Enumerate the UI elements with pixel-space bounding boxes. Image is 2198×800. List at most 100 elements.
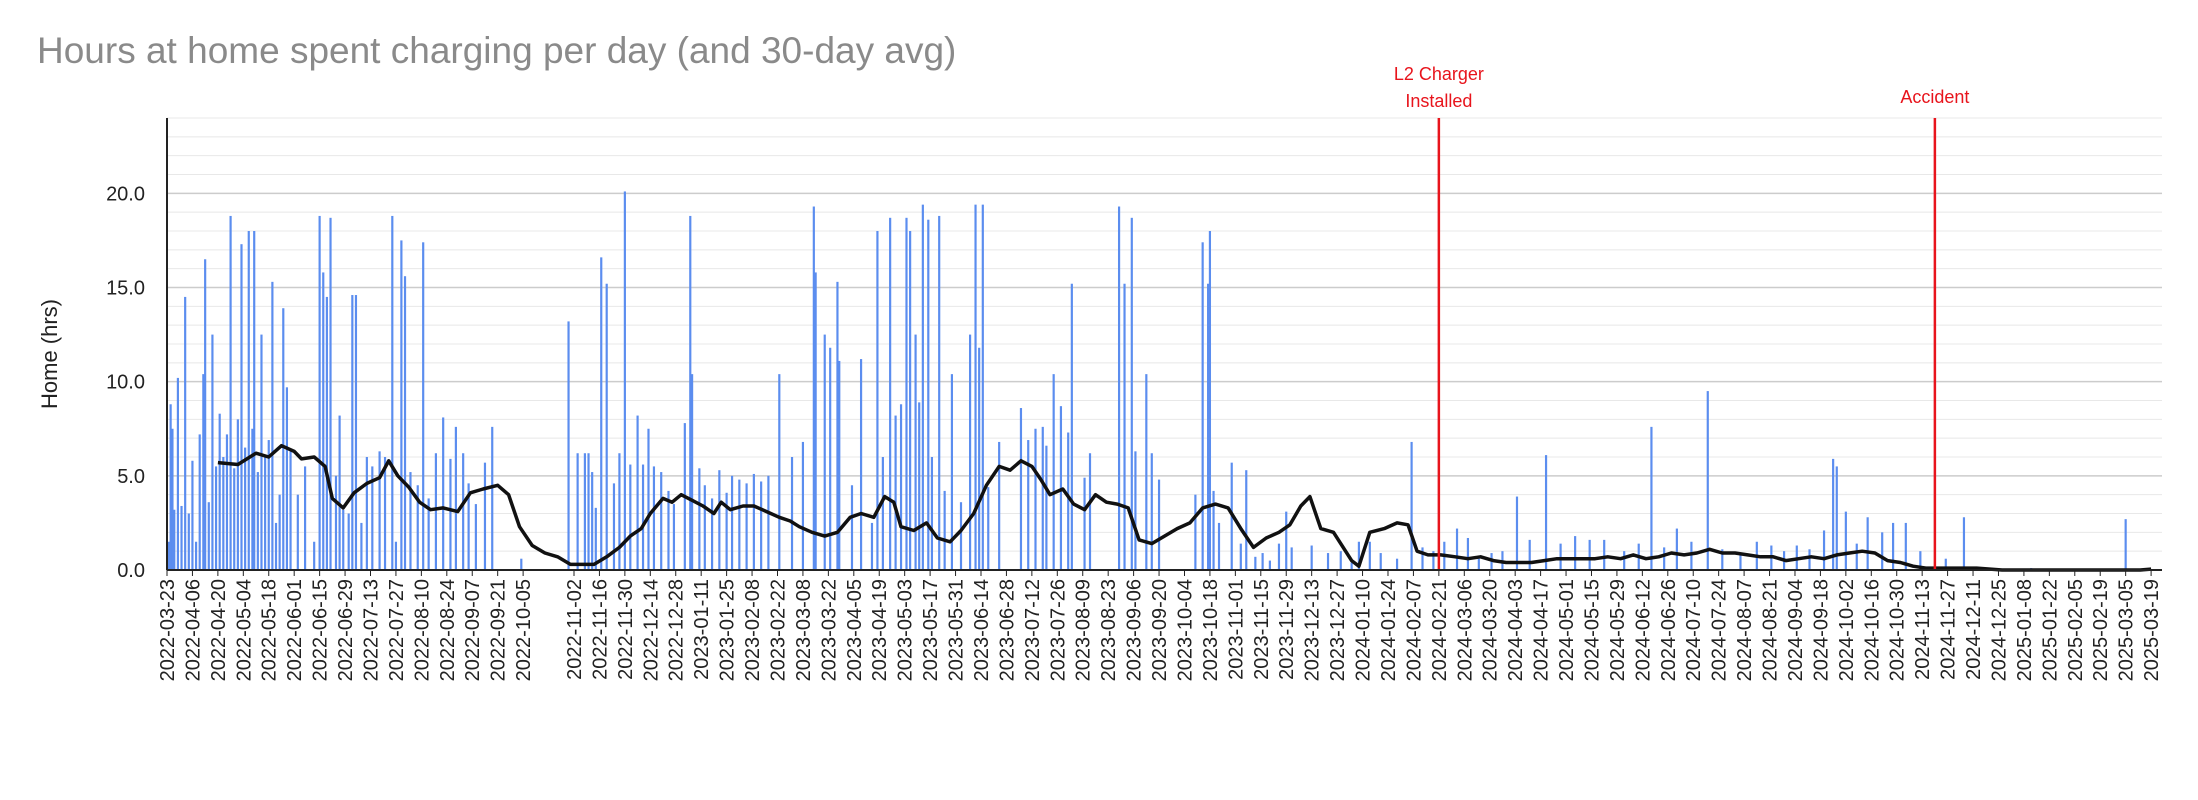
bar (318, 215, 321, 570)
bar (207, 502, 210, 570)
bar (1421, 547, 1424, 570)
annotations: L2 Charger Installed Accident (1394, 64, 1969, 570)
bar (1690, 541, 1693, 570)
bar (943, 490, 946, 570)
x-tick-label: 2022-07-27 (386, 579, 408, 681)
bar (1201, 242, 1204, 571)
bar (1739, 553, 1742, 570)
x-tick-label: 2023-09-06 (1124, 579, 1146, 681)
bar (1070, 283, 1073, 570)
bar (253, 231, 256, 570)
x-tick-label: 2024-08-21 (1760, 579, 1782, 681)
bar (1134, 451, 1137, 570)
x-tick-label: 2024-08-07 (1734, 579, 1756, 681)
bar (652, 466, 656, 570)
x-tick-label: 2022-10-05 (513, 579, 535, 681)
x-tick-label: 2024-02-21 (1429, 579, 1451, 681)
bar (1208, 231, 1212, 570)
bar (814, 272, 817, 570)
bar (859, 359, 863, 570)
bar (247, 231, 250, 570)
bar (1866, 517, 1869, 570)
bar (1310, 545, 1313, 570)
bar (278, 494, 281, 570)
bar (1034, 428, 1037, 570)
bar (491, 426, 494, 570)
bar (434, 453, 437, 570)
bar (730, 475, 734, 570)
bar (1663, 547, 1666, 570)
bar (169, 404, 172, 570)
bar (1268, 560, 1271, 570)
bar (998, 441, 1001, 570)
bar (974, 204, 977, 570)
bar (1892, 522, 1895, 570)
x-tick-label: 2025-02-05 (2065, 579, 2087, 681)
bar (1544, 455, 1548, 570)
x-tick-label: 2022-08-24 (437, 579, 459, 681)
x-tick-label: 2024-12-25 (1989, 579, 2011, 681)
bar (812, 206, 815, 570)
bar (790, 457, 794, 570)
x-tick-label: 2024-01-10 (1353, 579, 1375, 681)
bar (1832, 458, 1835, 570)
bar (725, 492, 728, 570)
bar (1019, 408, 1023, 570)
x-tick-label: 2024-10-02 (1836, 579, 1858, 681)
bar (264, 457, 267, 570)
bar (1528, 539, 1531, 570)
bar (587, 453, 590, 570)
bar (313, 541, 316, 570)
bar (184, 296, 187, 570)
bar (738, 479, 741, 570)
bar (1285, 511, 1288, 570)
bar (710, 498, 714, 570)
x-tick-label: 2024-07-24 (1709, 579, 1731, 681)
bar (520, 558, 523, 570)
x-tick-label: 2025-01-08 (2014, 579, 2036, 681)
x-tick-label: 2023-05-17 (920, 579, 942, 681)
bar (745, 483, 748, 570)
bar (930, 457, 934, 570)
bar-series (167, 191, 2127, 571)
bar (2124, 519, 2127, 570)
bar (334, 475, 338, 570)
bar (1357, 541, 1361, 570)
x-tick-label: 2023-10-18 (1200, 579, 1222, 681)
bar (274, 522, 278, 570)
bar (987, 487, 990, 570)
x-tick-label: 2022-07-13 (361, 579, 383, 681)
bar (836, 281, 839, 570)
bar (1706, 391, 1709, 570)
x-tick-label: 2022-09-21 (488, 579, 510, 681)
x-tick-label: 2023-10-04 (1175, 579, 1197, 681)
bar (233, 468, 236, 570)
x-tick-label: 2024-03-06 (1454, 579, 1476, 681)
bar (267, 440, 270, 570)
bar (752, 473, 755, 570)
bar (194, 541, 198, 570)
bar (211, 334, 214, 570)
bar (618, 453, 621, 570)
bar (1027, 440, 1030, 570)
x-tick-label: 2023-02-08 (742, 579, 764, 681)
bar (176, 377, 179, 570)
bar (583, 453, 586, 570)
bar (950, 374, 954, 570)
x-tick-label: 2022-05-18 (259, 579, 281, 681)
bar (623, 191, 626, 570)
bar (322, 272, 325, 570)
y-axis-label: Home (hrs) (37, 299, 62, 409)
bar (1350, 562, 1353, 570)
bar (371, 466, 374, 570)
bar (1290, 547, 1293, 570)
bar (1212, 490, 1215, 570)
bar (422, 242, 425, 571)
bar (167, 541, 170, 570)
bar (1379, 553, 1382, 570)
bar (1962, 517, 1966, 570)
bar (354, 295, 358, 570)
bar (271, 281, 274, 570)
bar (1041, 426, 1044, 570)
